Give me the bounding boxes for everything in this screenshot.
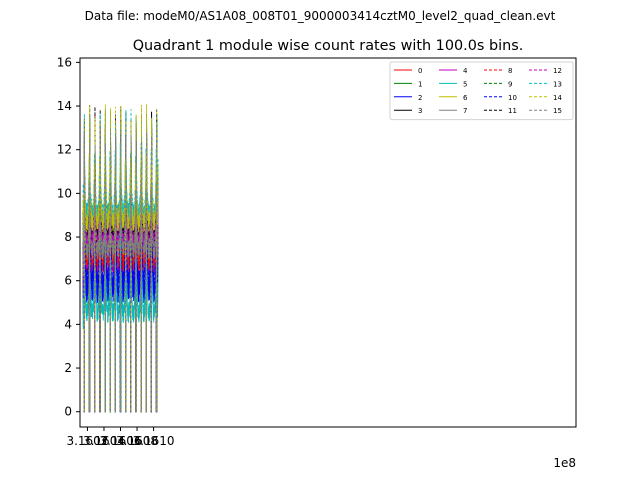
- y-tick-label: 2: [64, 361, 72, 375]
- legend-label-15: 15: [553, 107, 562, 115]
- y-tick-label: 6: [64, 274, 72, 288]
- y-tick-label: 14: [57, 99, 72, 113]
- legend-label-8: 8: [508, 67, 512, 75]
- x-axis-offset-label: 1e8: [553, 456, 576, 470]
- y-tick-label: 12: [57, 143, 72, 157]
- y-tick-label: 16: [57, 55, 72, 69]
- legend-label-10: 10: [508, 94, 517, 102]
- legend-label-12: 12: [553, 67, 562, 75]
- figure-suptitle: Data file: modeM0/AS1A08_008T01_90000034…: [85, 9, 556, 23]
- y-tick-label: 4: [64, 317, 72, 331]
- legend-label-1: 1: [418, 80, 422, 88]
- series-lines: [82, 104, 159, 413]
- legend-label-9: 9: [508, 80, 512, 88]
- x-tick-label: 3.1604: [83, 434, 125, 448]
- y-tick-label: 10: [57, 186, 72, 200]
- legend-label-4: 4: [463, 67, 468, 75]
- series-line-15: [82, 127, 159, 413]
- legend-label-13: 13: [553, 80, 562, 88]
- axes-frame: [79, 57, 577, 428]
- plot-area: 3.16023.16043.16063.16083.16100246810121…: [57, 55, 577, 448]
- x-tick-label: 3.1610: [133, 434, 175, 448]
- legend-label-6: 6: [463, 94, 468, 102]
- x-tick-label: 3.1602: [66, 434, 108, 448]
- y-tick-label: 0: [64, 405, 72, 419]
- legend-label-3: 3: [418, 107, 422, 115]
- legend-label-14: 14: [553, 94, 562, 102]
- legend-label-5: 5: [463, 80, 467, 88]
- legend-label-0: 0: [418, 67, 422, 75]
- legend-label-2: 2: [418, 94, 422, 102]
- legend-box: [389, 61, 574, 121]
- y-tick-label: 8: [64, 230, 72, 244]
- x-tick-label: 3.1606: [100, 434, 142, 448]
- chart-title: Quadrant 1 module wise count rates with …: [133, 38, 524, 54]
- legend-label-11: 11: [508, 107, 517, 115]
- x-tick-label: 3.1608: [116, 434, 158, 448]
- legend-label-7: 7: [463, 107, 467, 115]
